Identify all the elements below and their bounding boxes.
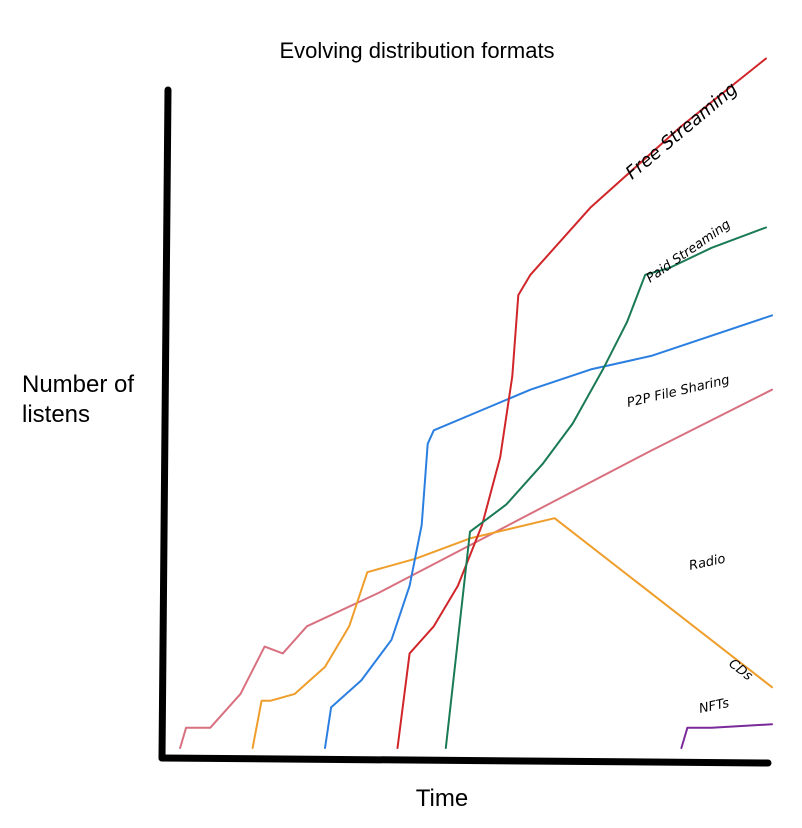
x-axis-label: Time <box>416 785 468 812</box>
y-axis-label-line-2: listens <box>22 401 90 428</box>
label-p2p: P2P File Sharing <box>626 373 732 411</box>
label-nfts: NFTs <box>698 696 731 717</box>
series-layer <box>179 57 773 749</box>
x-axis <box>158 754 772 767</box>
label-free-streaming: Free Streaming <box>622 78 742 183</box>
label-paid-streaming: Paid Streaming <box>644 217 734 286</box>
series-line-paid-streaming <box>444 226 767 749</box>
series-line-cds <box>251 517 773 749</box>
label-cds: CDs <box>726 656 756 684</box>
series-line-p2p-file-sharing <box>324 314 773 749</box>
chart-title: Evolving distribution formats <box>279 38 554 63</box>
y-axis <box>158 86 172 762</box>
y-axis-label: Number of listens <box>22 371 141 428</box>
series-line-free-streaming <box>396 57 767 749</box>
series-line-radio <box>179 388 773 749</box>
label-radio: Radio <box>688 552 727 574</box>
series-line-nfts <box>680 723 773 749</box>
y-axis-label-line-1: Number of <box>22 371 134 398</box>
